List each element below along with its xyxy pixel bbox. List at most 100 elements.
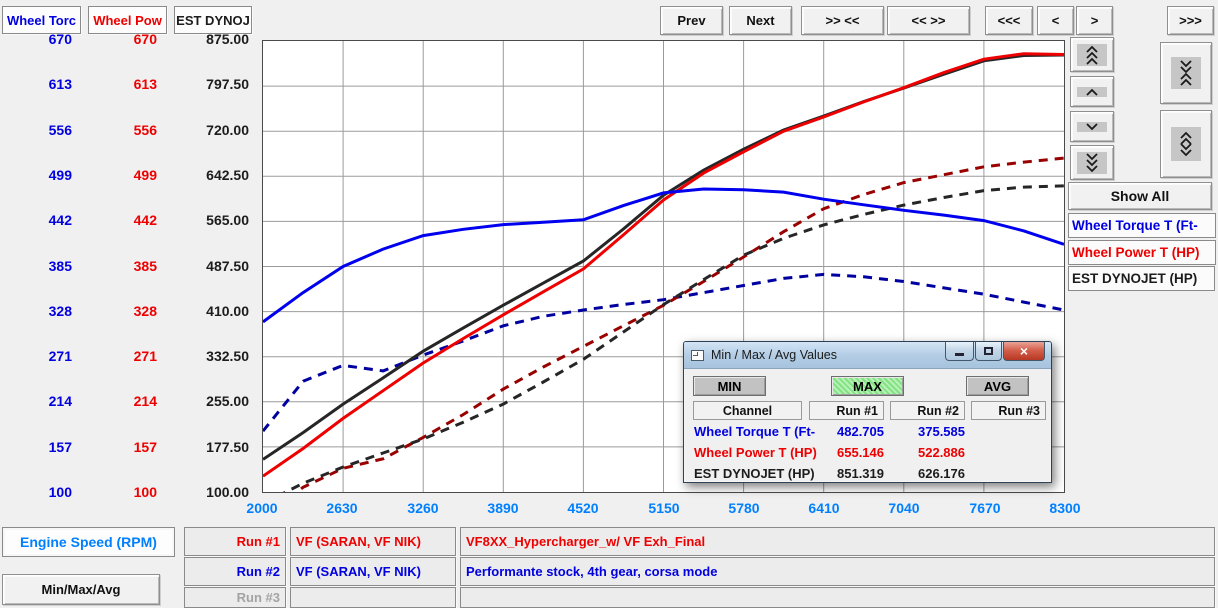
- dynojet-axis-ticks: 875.00 797.50 720.00 642.50 565.00 487.50 410.…: [161, 0, 253, 520]
- torque-axis-tick: 271: [48, 348, 72, 364]
- min-button[interactable]: MIN: [693, 376, 766, 396]
- torque-axis-tick: 157: [48, 439, 72, 455]
- dyno-curves-chart: [261, 41, 1065, 520]
- power-axis-tick: 499: [133, 167, 157, 183]
- power-axis-ticks: 670 613 556 499 442 385 328 271 214 157 100: [85, 0, 161, 520]
- rpm-axis-ticks: 2000 2630 3260 3890 4520 5150 5780 6410 7040 7670…: [0, 500, 1218, 520]
- legend-wheel-power[interactable]: Wheel Power T (HP): [1068, 240, 1216, 265]
- dynojet-axis-tick: 410.00: [206, 303, 249, 319]
- curve-runrunrunrunrun1-torque: [262, 187, 1065, 324]
- rpm-tick: 3890: [487, 500, 519, 516]
- chevron-up-icon: [1077, 86, 1107, 97]
- chevron-triple-up-icon: [1077, 43, 1107, 66]
- show-all-button[interactable]: Show All: [1068, 182, 1212, 210]
- dynojet-axis-tick: 565.00: [206, 212, 249, 228]
- run3-comment-field[interactable]: [460, 587, 1215, 608]
- scroll-first-button[interactable]: <<<: [985, 6, 1033, 35]
- power-axis-tick: 328: [133, 303, 157, 319]
- maximize-button[interactable]: [975, 342, 1002, 361]
- torque-axis-tick: 499: [48, 167, 72, 183]
- zoom-in-x-button[interactable]: >> <<: [801, 6, 884, 35]
- rpm-tick: 2630: [326, 500, 358, 516]
- channel-header-label: EST DYNOJ: [176, 12, 250, 28]
- chevrons-outward-icon: [1171, 127, 1201, 161]
- run2-label-box[interactable]: Run #2: [184, 557, 286, 586]
- x-axis-channel-selector[interactable]: Engine Speed (RPM): [2, 527, 175, 557]
- minimize-button[interactable]: [945, 342, 974, 361]
- column-header-channel: Channel: [693, 401, 802, 420]
- scroll-down-button[interactable]: [1070, 111, 1114, 142]
- power-axis-tick: 442: [133, 212, 157, 228]
- dynojet-axis-tick: 487.50: [206, 258, 249, 274]
- rpm-tick: 3260: [407, 500, 439, 516]
- column-header-run1: Run #1: [809, 401, 884, 420]
- power-run2-max: 522.886: [918, 445, 965, 460]
- torque-axis-tick: 613: [48, 76, 72, 92]
- next-button[interactable]: Next: [729, 6, 792, 35]
- rpm-tick: 2000: [246, 500, 278, 516]
- run1-comment-field[interactable]: VF8XX_Hypercharger_w/ VF Exh_Final: [460, 527, 1215, 556]
- row-channel-power: Wheel Power T (HP): [694, 445, 817, 460]
- legend-est-dynojet[interactable]: EST DYNOJET (HP): [1068, 266, 1215, 291]
- x-axis-channel-label: Engine Speed (RPM): [20, 534, 157, 550]
- zoom-out-x-button[interactable]: << >>: [887, 6, 970, 35]
- dynojet-axis-tick: 177.50: [206, 439, 249, 455]
- run2-name: VF (SARAN, VF NIK): [296, 564, 421, 579]
- maximize-icon: [984, 347, 993, 355]
- run1-name-field[interactable]: VF (SARAN, VF NIK): [290, 527, 456, 556]
- channel-header-est-dynojet[interactable]: EST DYNOJ: [174, 6, 252, 34]
- dynojet-axis-tick: 642.50: [206, 167, 249, 183]
- rpm-tick: 6410: [808, 500, 840, 516]
- power-axis-tick: 556: [133, 122, 157, 138]
- column-header-run3: Run #3: [971, 401, 1046, 420]
- torque-axis-tick: 670: [48, 31, 72, 47]
- min-max-avg-window: Min / Max / Avg Values × MIN MAX AVG Cha…: [683, 341, 1052, 483]
- run3-name-field[interactable]: [290, 587, 456, 608]
- scroll-down-fast-button[interactable]: [1070, 145, 1114, 180]
- minimize-icon: [955, 353, 964, 356]
- chevrons-inward-icon: [1171, 57, 1201, 89]
- power-axis-tick: 271: [133, 348, 157, 364]
- torque-axis-tick: 385: [48, 258, 72, 274]
- rpm-tick: 5150: [648, 500, 680, 516]
- dynojet-axis-tick: 100.00: [206, 484, 249, 500]
- channel-header-wheel-power[interactable]: Wheel Pow: [88, 6, 167, 34]
- row-channel-dynojet: EST DYNOJET (HP): [694, 466, 815, 481]
- popup-titlebar[interactable]: Min / Max / Avg Values ×: [684, 342, 1051, 369]
- power-axis-tick: 613: [133, 76, 157, 92]
- scroll-up-fast-button[interactable]: [1070, 37, 1114, 72]
- rpm-tick: 5780: [728, 500, 760, 516]
- torque-axis-tick: 214: [48, 393, 72, 409]
- chevron-down-icon: [1077, 121, 1107, 132]
- torque-axis-ticks: 670 613 556 499 442 385 328 271 214 157 100: [0, 0, 76, 520]
- column-header-run2: Run #2: [890, 401, 965, 420]
- scroll-up-button[interactable]: [1070, 76, 1114, 107]
- rpm-tick: 7040: [888, 500, 920, 516]
- run2-comment-field[interactable]: Performante stock, 4th gear, corsa mode: [460, 557, 1215, 586]
- channel-header-wheel-torque[interactable]: Wheel Torc: [2, 6, 81, 34]
- scroll-last-button[interactable]: >>>: [1167, 6, 1214, 35]
- rpm-tick: 8300: [1049, 500, 1081, 516]
- scroll-right-button[interactable]: >: [1076, 6, 1113, 35]
- prev-button[interactable]: Prev: [660, 6, 723, 35]
- legend-wheel-torque[interactable]: Wheel Torque T (Ft-: [1068, 213, 1216, 238]
- dynojet-axis-tick: 875.00: [206, 31, 249, 47]
- avg-button[interactable]: AVG: [966, 376, 1029, 396]
- torque-axis-tick: 328: [48, 303, 72, 319]
- max-button[interactable]: MAX: [831, 376, 904, 396]
- scroll-left-button[interactable]: <: [1037, 6, 1074, 35]
- dynojet-run1-max: 851.319: [837, 466, 884, 481]
- torque-axis-tick: 100: [48, 484, 72, 500]
- curve-runrunrunrunrun2-dynojet: [262, 184, 1065, 505]
- close-button[interactable]: ×: [1003, 342, 1045, 361]
- run2-name-field[interactable]: VF (SARAN, VF NIK): [290, 557, 456, 586]
- dynojet-axis-tick: 255.00: [206, 393, 249, 409]
- power-axis-tick: 670: [133, 31, 157, 47]
- zoom-out-y-button[interactable]: [1160, 110, 1212, 178]
- run1-label-box[interactable]: Run #1: [184, 527, 286, 556]
- power-axis-tick: 157: [133, 439, 157, 455]
- window-icon: [691, 349, 704, 361]
- min-max-avg-button[interactable]: Min/Max/Avg: [2, 574, 160, 605]
- run3-label-box[interactable]: Run #3: [184, 587, 286, 608]
- zoom-in-y-button[interactable]: [1160, 42, 1212, 104]
